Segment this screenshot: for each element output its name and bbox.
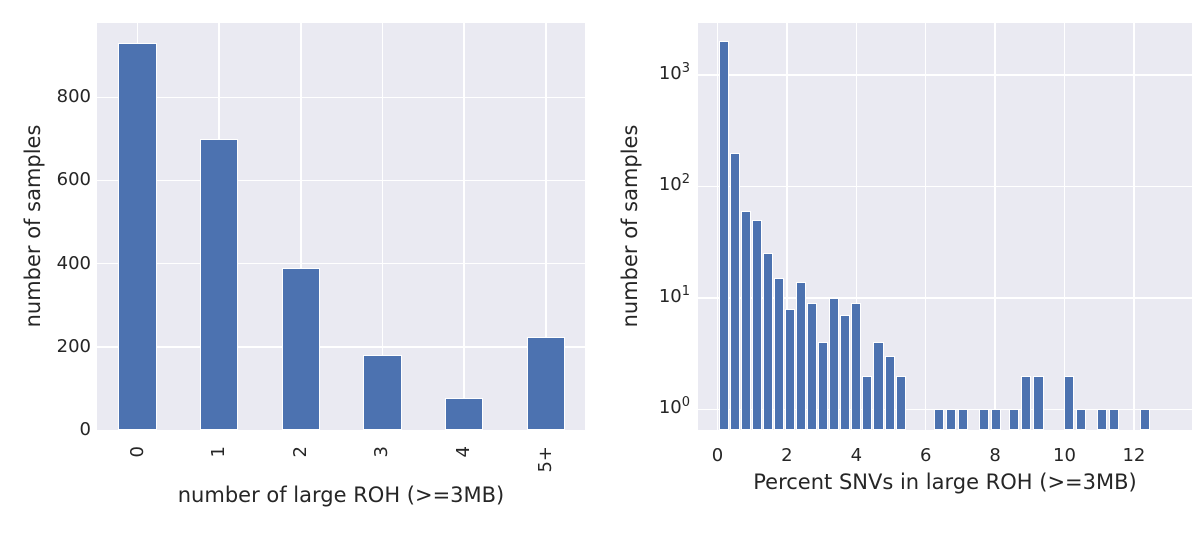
histogram-bar xyxy=(807,302,818,430)
y-tick-label: 102 xyxy=(658,172,690,196)
horizontal-gridline xyxy=(698,297,1192,299)
histogram-bar xyxy=(784,308,796,430)
x-tick-label: 1 xyxy=(208,446,230,458)
horizontal-gridline xyxy=(97,96,585,99)
vertical-gridline xyxy=(994,23,996,430)
right-x-axis-label: Percent SNVs in large ROH (>=3MB) xyxy=(753,470,1137,494)
y-tick-label: 101 xyxy=(658,283,690,307)
y-tick-label: 103 xyxy=(658,60,690,84)
vertical-gridline xyxy=(786,23,788,430)
x-tick-label: 5+ xyxy=(534,446,556,473)
histogram-bar xyxy=(1063,375,1075,430)
x-tick-label: 3 xyxy=(371,446,393,458)
histogram-bar xyxy=(718,41,729,430)
histogram-bar xyxy=(740,211,751,430)
histogram-bar xyxy=(851,302,862,430)
horizontal-gridline xyxy=(698,185,1192,188)
left-y-axis-label: number of samples xyxy=(21,124,45,328)
histogram-bar xyxy=(1139,409,1151,430)
histogram-bar xyxy=(958,409,969,430)
histogram-bar xyxy=(884,356,895,430)
histogram-bar xyxy=(978,409,990,430)
vertical-gridline xyxy=(1133,23,1135,430)
histogram-bar xyxy=(752,219,763,430)
histogram-bar xyxy=(1033,375,1044,430)
bar-category-2 xyxy=(281,267,320,430)
x-tick-label: 2 xyxy=(781,445,793,466)
left-x-axis-label: number of large ROH (>=3MB) xyxy=(177,483,505,507)
horizontal-gridline xyxy=(97,179,585,182)
bar-category-0 xyxy=(118,43,157,430)
x-tick-label: 4 xyxy=(850,445,863,466)
vertical-gridline xyxy=(1063,23,1066,430)
x-tick-label: 12 xyxy=(1122,445,1146,466)
vertical-gridline xyxy=(855,23,858,430)
histogram-bar xyxy=(729,152,740,430)
histogram-bar xyxy=(818,342,829,430)
histogram-bar xyxy=(991,409,1002,430)
x-tick-label: 6 xyxy=(919,445,932,466)
bar-category-3 xyxy=(363,355,402,430)
bar-category-5+ xyxy=(526,336,565,430)
histogram-bar xyxy=(1109,409,1120,430)
horizontal-gridline xyxy=(698,408,1192,411)
histogram-bar xyxy=(946,409,957,430)
vertical-gridline xyxy=(924,23,927,430)
vertical-gridline xyxy=(545,23,547,430)
histogram-bar xyxy=(1021,375,1032,430)
histogram-bar xyxy=(934,409,945,430)
x-tick-label: 0 xyxy=(126,446,148,458)
vertical-gridline xyxy=(381,23,384,430)
histogram-bar xyxy=(796,281,807,430)
vertical-gridline xyxy=(300,23,302,430)
x-tick-label: 4 xyxy=(453,446,475,458)
histogram-bar xyxy=(773,278,784,430)
bar-category-1 xyxy=(200,138,239,430)
histogram-bar xyxy=(840,315,851,430)
horizontal-gridline xyxy=(698,74,1192,76)
horizontal-gridline xyxy=(97,346,585,348)
histogram-bar xyxy=(829,297,840,430)
histogram-bar xyxy=(1076,409,1087,430)
x-tick-label: 8 xyxy=(989,445,1001,466)
histogram-bar xyxy=(895,375,906,430)
histogram-bar xyxy=(1096,409,1107,430)
y-tick-label: 200 xyxy=(56,335,91,357)
x-tick-label: 2 xyxy=(289,446,311,458)
right-plot-area xyxy=(698,23,1192,430)
histogram-bar xyxy=(873,342,884,430)
y-tick-label: 100 xyxy=(658,395,690,419)
y-tick-label: 0 xyxy=(79,419,91,440)
left-plot-area xyxy=(97,23,585,430)
horizontal-gridline xyxy=(97,262,585,265)
y-tick-label: 400 xyxy=(56,252,91,274)
x-tick-label: 10 xyxy=(1053,445,1076,466)
histogram-bar xyxy=(763,253,774,430)
histogram-bar xyxy=(1009,409,1020,430)
bar-category-4 xyxy=(444,397,484,430)
y-tick-label: 800 xyxy=(56,86,91,108)
histogram-bar xyxy=(862,375,873,430)
x-tick-label: 0 xyxy=(711,445,724,466)
vertical-gridline xyxy=(716,23,719,430)
y-tick-label: 600 xyxy=(56,169,91,191)
vertical-gridline xyxy=(463,23,465,430)
